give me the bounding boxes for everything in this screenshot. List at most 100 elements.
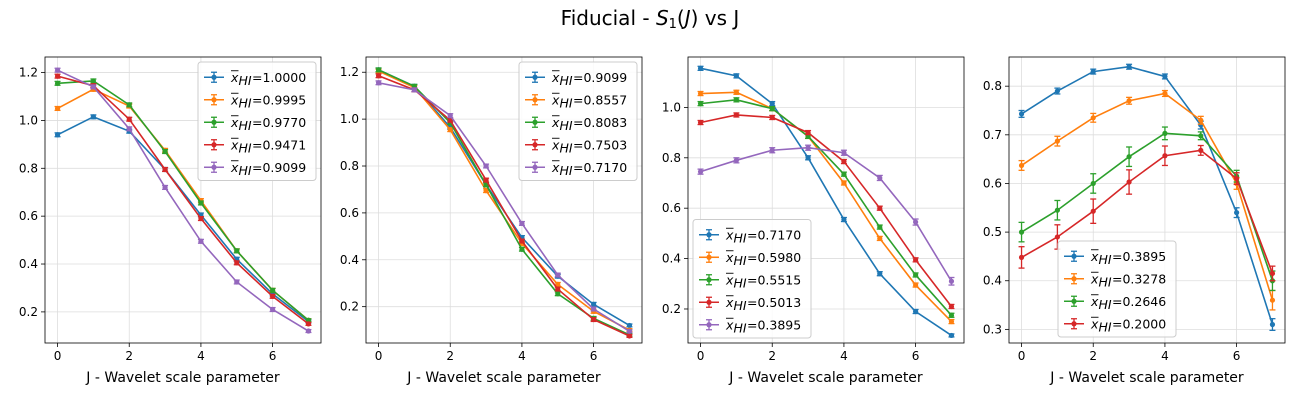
legend-marker [1071, 276, 1077, 282]
legend-box [518, 61, 638, 181]
data-point [270, 306, 276, 313]
series-5 [697, 144, 955, 286]
data-point [841, 150, 847, 156]
y-tick-label: 1.0 [340, 112, 359, 126]
data-point [1269, 321, 1276, 328]
legend-symbol-x: x [725, 295, 734, 310]
data-point [841, 171, 847, 177]
data-point [162, 166, 168, 173]
y-tick-label: 0.4 [662, 252, 681, 266]
data-point [126, 102, 132, 108]
y-tick-label: 1.0 [19, 113, 38, 127]
data-point [733, 112, 739, 118]
data-point [1018, 254, 1025, 260]
legend-symbol-x: x [230, 160, 239, 175]
legend-symbol-x: x [551, 115, 560, 130]
legend-marker [211, 97, 217, 103]
data-point [305, 317, 312, 323]
series-5 [54, 67, 312, 334]
legend-subscript: HI [1099, 274, 1112, 289]
legend-label: =0.2646 [1112, 294, 1166, 309]
data-point [1054, 138, 1060, 144]
data-point [162, 184, 168, 191]
legend-box [692, 219, 812, 339]
y-tick-label: 0.3 [983, 322, 1002, 336]
data-point [948, 318, 955, 325]
legend-item: x HI =0.7170 [699, 227, 801, 245]
legend-label: =0.3278 [1112, 271, 1166, 286]
legend-symbol-x: x [230, 92, 239, 107]
legend-label: =0.8557 [573, 92, 627, 107]
data-point [375, 67, 382, 73]
series-line [378, 82, 630, 332]
y-tick-label: 0.5 [983, 225, 1002, 239]
legend-symbol-x: x [725, 227, 734, 242]
x-axis-label: J - Wavelet scale parameter [406, 370, 601, 386]
data-point [1162, 73, 1168, 80]
series-3 [54, 78, 312, 323]
data-point [555, 272, 561, 278]
y-tick-label: 0.8 [662, 151, 681, 165]
legend-symbol-x: x [1090, 271, 1099, 286]
data-point [877, 224, 883, 230]
legend-item: x HI =0.2646 [1064, 294, 1166, 312]
plot-frame [365, 56, 643, 344]
data-point [54, 73, 61, 79]
legend-marker [706, 254, 712, 260]
data-point [1126, 154, 1132, 160]
data-point [1269, 297, 1276, 303]
legend-marker [532, 119, 538, 125]
data-point [519, 238, 525, 244]
data-point [234, 279, 240, 285]
series-line [700, 67, 952, 337]
legend-symbol-x: x [725, 250, 734, 265]
data-point [769, 147, 775, 153]
y-tick-label: 1.0 [662, 100, 681, 114]
data-point [1054, 234, 1060, 240]
data-point [305, 328, 312, 334]
y-tick-label: 0.4 [340, 253, 359, 267]
legend-symbol-x: x [230, 70, 239, 85]
legend-item: x HI =0.2000 [1064, 316, 1166, 334]
data-point [54, 105, 61, 112]
legend-subscript: HI [560, 140, 573, 155]
data-point [805, 129, 811, 136]
legend-marker [706, 277, 712, 283]
legend-subscript: HI [1099, 252, 1112, 267]
legend-label: =0.3895 [1112, 249, 1166, 264]
data-point [1234, 210, 1240, 216]
legend-item: x HI =0.7503 [525, 137, 627, 155]
legend-marker [211, 164, 217, 170]
x-tick-label: 0 [1018, 349, 1026, 363]
x-tick-label: 2 [768, 349, 776, 363]
data-point [90, 84, 96, 90]
legend-item: x HI =0.9995 [204, 92, 306, 110]
data-point [411, 87, 417, 93]
legend-marker [1071, 253, 1077, 259]
plot-frame [687, 56, 965, 344]
x-tick-label: 4 [1161, 349, 1169, 363]
legend-symbol-x: x [551, 137, 560, 152]
data-point [697, 65, 704, 71]
data-point [447, 127, 453, 133]
y-tick-label: 0.2 [19, 305, 38, 319]
title-paren-open: ( [676, 6, 685, 30]
y-tick-label: 0.4 [19, 257, 38, 271]
data-point [733, 89, 739, 95]
x-tick-label: 4 [197, 349, 205, 363]
y-tick-label: 0.8 [340, 159, 359, 173]
data-point [1090, 208, 1096, 214]
data-point [733, 97, 739, 103]
data-point [877, 175, 883, 181]
data-point [591, 301, 597, 307]
legend-label: =0.9995 [252, 92, 306, 107]
legend-subscript: HI [239, 73, 252, 88]
y-tick-label: 0.6 [19, 209, 38, 223]
data-point [270, 287, 276, 293]
data-point [54, 80, 61, 86]
data-point [1090, 115, 1096, 121]
series-line [700, 99, 953, 316]
legend-box [197, 61, 317, 181]
